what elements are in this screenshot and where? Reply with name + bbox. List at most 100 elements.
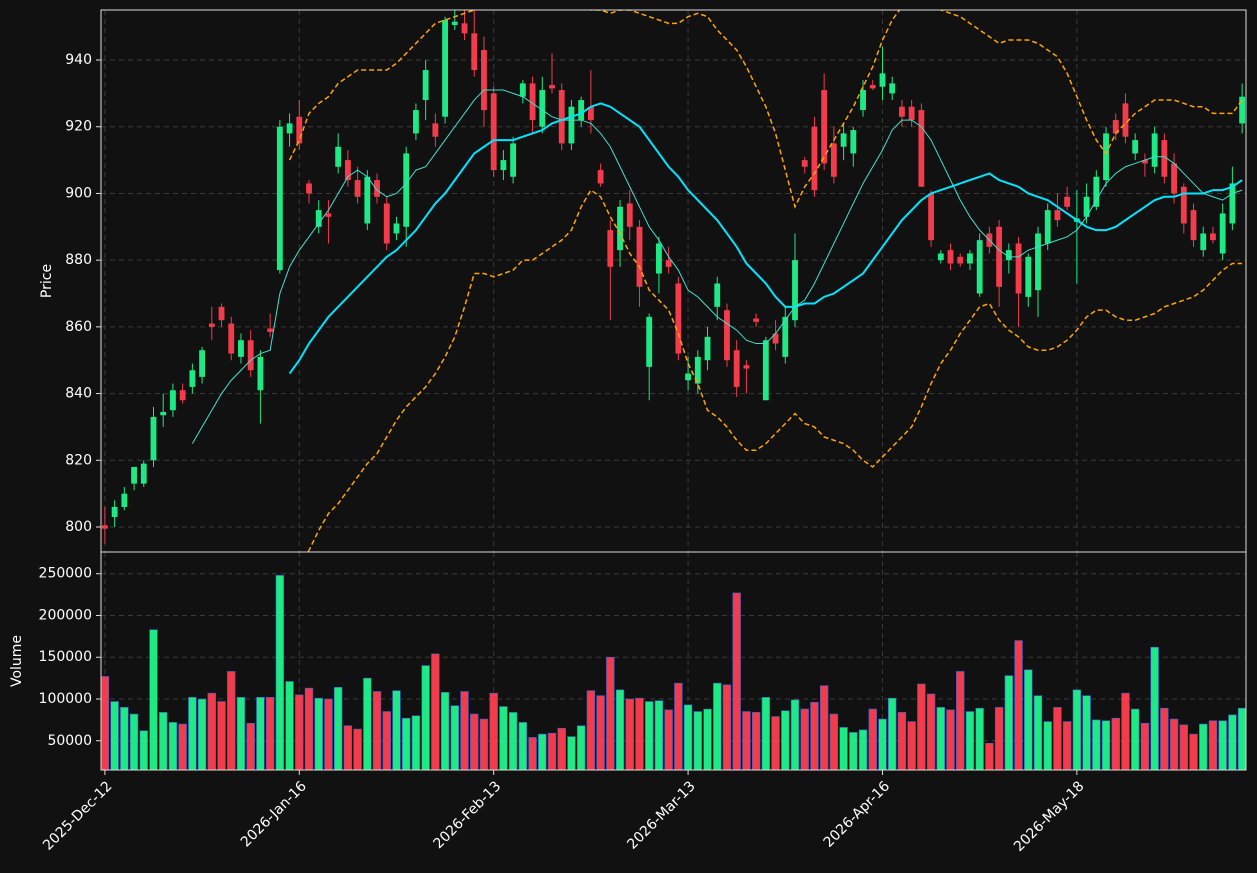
volume-bar: [722, 684, 732, 770]
candle-body: [228, 323, 235, 354]
candle-body: [976, 240, 983, 294]
overlay-line: [288, 102, 1243, 375]
volume-bar: [1131, 708, 1140, 770]
volume-bar: [353, 728, 362, 770]
volume-bar: [839, 727, 848, 770]
candle-body: [617, 206, 623, 251]
candle-body: [374, 180, 380, 197]
y-tick-label: 940: [65, 52, 92, 68]
candle-body: [413, 110, 419, 134]
y-tick-label: 800: [65, 519, 92, 535]
candle-body: [276, 126, 283, 271]
volume-bar: [470, 713, 479, 770]
volume-bar: [1101, 720, 1111, 770]
candle-body: [665, 260, 672, 267]
volume-bar: [402, 717, 411, 770]
overlay-line: [307, 189, 1243, 552]
volume-bar: [781, 710, 790, 770]
candle-body: [160, 411, 167, 416]
y-tick-label: 900: [65, 185, 92, 201]
candle-body: [753, 318, 760, 322]
volume-bar: [460, 691, 469, 770]
volume-bar: [295, 694, 304, 770]
candle-body: [549, 85, 555, 89]
overlay-line: [288, 10, 1243, 209]
volume-bar: [1072, 689, 1082, 770]
candle-body: [646, 316, 653, 367]
candle-body: [656, 243, 662, 274]
y-tick-label: 840: [65, 386, 92, 402]
volume-bar: [431, 653, 440, 770]
volume-bar: [732, 592, 741, 770]
volume-bar: [1189, 733, 1198, 770]
volume-bar: [771, 716, 780, 770]
candle-body: [704, 336, 711, 361]
volume-bar: [333, 687, 343, 770]
candle-body: [821, 90, 828, 164]
candle-body: [1161, 140, 1168, 177]
volume-tick-label: 250000: [39, 566, 92, 582]
volume-bar: [538, 733, 547, 770]
volume-axis-label: Volume: [9, 635, 25, 687]
volume-bar: [314, 697, 323, 770]
candle-body: [306, 183, 312, 194]
volume-bar: [693, 711, 702, 770]
volume-bar: [868, 708, 877, 770]
volume-bar: [188, 697, 197, 770]
candle-body: [724, 310, 730, 361]
volume-bar: [917, 683, 926, 770]
candle-body: [830, 143, 837, 177]
volume-bar: [217, 701, 226, 770]
candle-body: [558, 90, 565, 144]
volume-bar: [1053, 707, 1062, 770]
volume-bar: [567, 736, 576, 770]
volume-bar: [742, 711, 751, 770]
candle-body: [772, 333, 779, 344]
volume-bar: [674, 682, 683, 770]
candle-body: [879, 73, 886, 87]
volume-bar: [1218, 720, 1227, 770]
candle-body: [1151, 133, 1158, 167]
candle-body: [1064, 196, 1071, 207]
candle-body: [519, 83, 526, 97]
volume-bar: [246, 722, 255, 770]
candle-body: [928, 193, 934, 241]
candle-body: [1005, 250, 1012, 261]
volume-bar: [129, 713, 139, 770]
candle-body: [393, 223, 400, 234]
candle-body: [451, 21, 458, 26]
candle-body: [510, 143, 517, 177]
candle-body: [1171, 163, 1177, 194]
volume-bar: [751, 712, 761, 770]
volume-bar: [1150, 646, 1159, 770]
volume-bar: [382, 711, 391, 770]
volume-bar: [956, 671, 965, 770]
volume-bar: [1140, 722, 1150, 770]
volume-bar: [975, 707, 984, 770]
candle-body: [1044, 210, 1051, 244]
volume-bar: [878, 718, 887, 770]
candle-body: [121, 493, 128, 507]
candle-body: [568, 106, 575, 144]
candle-body: [1229, 183, 1236, 224]
candle-body: [101, 525, 108, 529]
volume-bar: [897, 712, 907, 770]
volume-bar: [994, 707, 1004, 770]
candle-body: [218, 306, 225, 321]
volume-bar: [275, 575, 285, 770]
volume-bar: [1228, 714, 1237, 770]
volume-bar: [236, 697, 246, 770]
volume-bar: [518, 722, 528, 770]
candle-body: [899, 106, 905, 117]
volume-bar: [936, 707, 945, 770]
volume-bar: [625, 698, 634, 770]
candle-body: [840, 133, 847, 147]
volume-bar: [683, 704, 693, 770]
candle-body: [1112, 120, 1119, 134]
volume-bar: [110, 701, 119, 770]
volume-bar: [139, 730, 148, 770]
volume-bar: [440, 692, 450, 770]
candle-body: [869, 85, 876, 89]
volume-bar: [1111, 717, 1120, 770]
volume-bar: [1237, 707, 1246, 770]
